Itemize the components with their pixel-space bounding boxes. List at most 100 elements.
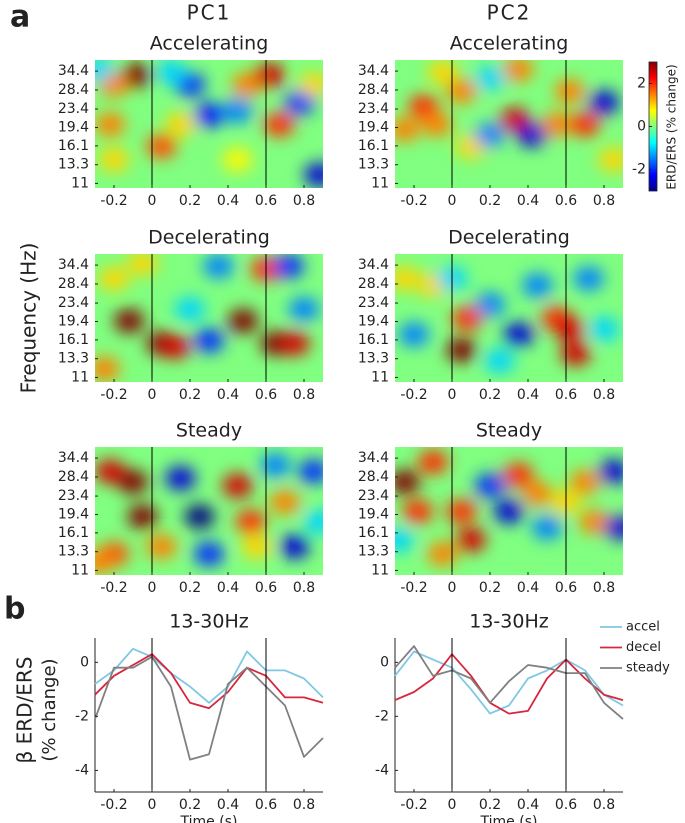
chart-title: 13-30Hz	[469, 611, 548, 633]
heat-blob	[395, 469, 420, 494]
x-tick-label: 0.4	[517, 797, 539, 813]
x-tick-label: -0.2	[100, 387, 127, 403]
y-tick-label: 11	[71, 562, 89, 578]
y-tick-label: 0	[380, 654, 389, 670]
colorbar-label: ERD/ERS (% change)	[665, 64, 679, 189]
y-tick-label: 28.4	[58, 82, 89, 98]
x-axis-label: Time (s)	[180, 814, 238, 823]
heat-blob	[532, 515, 562, 540]
x-tick-label: -0.2	[400, 193, 427, 209]
y-tick-label: 23.4	[58, 101, 89, 117]
legend-label: decel	[626, 640, 661, 655]
heat-blob	[203, 254, 234, 279]
x-tick-label: 0.8	[593, 193, 615, 209]
y-tick-label: 34.4	[58, 450, 89, 466]
heat-blob	[516, 122, 547, 147]
series-line	[94, 656, 324, 761]
heat-blob	[228, 309, 259, 334]
y-tick-label: 28.4	[58, 469, 89, 485]
blob-layer	[95, 254, 319, 381]
colorbar-tick-label: 2	[637, 76, 646, 92]
series-line	[394, 653, 624, 715]
heat-blob	[475, 66, 505, 91]
heat-blob	[484, 348, 515, 373]
x-tick-label: -0.2	[400, 580, 427, 596]
heat-blob	[194, 328, 224, 353]
y-tick-label: 23.4	[358, 488, 389, 504]
heatmap	[95, 254, 323, 382]
heat-blob	[175, 297, 205, 322]
heat-blob	[560, 341, 591, 366]
heat-blob	[254, 63, 285, 88]
y-tick-label: 19.4	[358, 507, 389, 523]
y-tick-label: 23.4	[358, 295, 389, 311]
x-tick-label: 0.4	[517, 387, 539, 403]
heat-blob	[395, 527, 414, 552]
colorbar-tick-label: 0	[637, 119, 646, 135]
x-tick-label: 0.6	[555, 797, 577, 813]
y-tick-label: 11	[371, 562, 389, 578]
chart-title: Steady	[176, 420, 242, 442]
x-axis-label: Time (s)	[480, 814, 538, 823]
legend-label: steady	[626, 661, 670, 676]
heat-blob	[222, 473, 253, 498]
x-tick-label: -0.2	[100, 193, 127, 209]
x-tick-label: 0.4	[517, 193, 539, 209]
x-tick-label: 0.6	[555, 580, 577, 596]
x-tick-label: 0.8	[293, 580, 315, 596]
heat-blob	[395, 266, 420, 291]
series-line	[394, 650, 624, 715]
heat-blob	[598, 147, 623, 172]
chart-title: Decelerating	[448, 227, 570, 249]
heat-blob	[304, 162, 323, 187]
heat-blob	[95, 549, 114, 574]
chart-title: Steady	[476, 420, 542, 442]
series-line	[94, 653, 324, 710]
heat-blob	[273, 254, 304, 279]
heatmap	[395, 60, 623, 188]
heat-blob	[456, 527, 486, 552]
heat-blob	[165, 112, 196, 137]
y-axis-label: β ERD/ERS	[13, 656, 37, 763]
heat-blob	[522, 273, 553, 298]
y-tick-label: 13.3	[358, 157, 389, 173]
heat-blob	[194, 541, 224, 566]
y-tick-label: -4	[75, 762, 89, 778]
heatmap	[395, 254, 623, 382]
heat-blob	[446, 79, 477, 104]
heat-blob	[475, 292, 505, 317]
heat-blob	[503, 60, 534, 82]
heat-blob	[395, 117, 420, 142]
y-tick-label: 13.3	[58, 157, 89, 173]
x-tick-label: 0.4	[217, 193, 239, 209]
heatmap	[395, 447, 623, 575]
heat-blob	[285, 90, 316, 115]
heat-blob	[494, 499, 524, 524]
colorbar-tick-label: -2	[632, 162, 646, 178]
x-tick-label: 0.8	[293, 193, 315, 209]
heat-blob	[399, 322, 429, 347]
y-tick-label: 34.4	[358, 63, 389, 79]
y-tick-label: 34.4	[358, 450, 389, 466]
heat-blob	[95, 356, 120, 381]
chart-title: Decelerating	[148, 227, 270, 249]
heat-blob	[304, 509, 323, 534]
x-tick-label: 0	[148, 797, 157, 813]
heat-blob	[452, 306, 483, 331]
y-tick-label: 11	[71, 369, 89, 385]
chart-title: 13-30Hz	[169, 611, 248, 633]
heat-blob	[260, 453, 291, 478]
x-tick-label: 0	[448, 580, 457, 596]
x-tick-label: -0.2	[100, 580, 127, 596]
heat-blob	[184, 504, 215, 529]
y-tick-label: 19.4	[358, 120, 389, 136]
heat-blob	[222, 147, 253, 172]
heat-blob	[446, 338, 477, 363]
x-tick-label: -0.2	[100, 797, 127, 813]
heat-blob	[159, 334, 190, 359]
heat-blob	[232, 72, 262, 97]
heat-blob	[522, 481, 553, 506]
y-tick-label: 19.4	[58, 120, 89, 136]
y-tick-label: 13.3	[358, 544, 389, 560]
heat-blob	[570, 469, 600, 494]
